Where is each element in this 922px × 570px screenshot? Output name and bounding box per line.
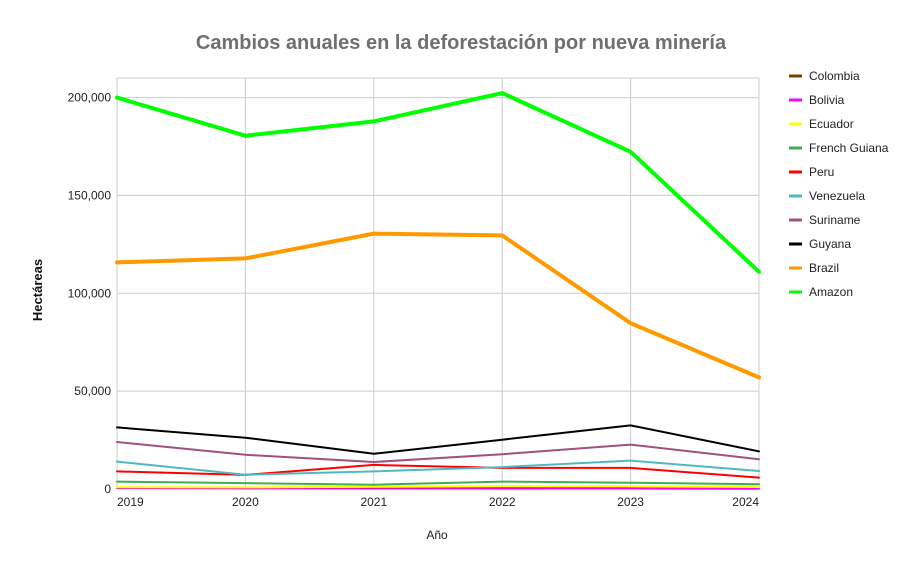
y-tick-label: 100,000	[68, 286, 112, 300]
legend-label: Peru	[809, 165, 834, 179]
series-line	[116, 480, 760, 486]
x-tick-label: 2021	[360, 495, 387, 509]
series-line	[116, 424, 760, 455]
legend-label: Colombia	[809, 69, 860, 83]
legend-label: French Guiana	[809, 141, 889, 155]
legend-label: Brazil	[809, 261, 839, 275]
x-axis-ticks: 2019 2020 2021 2022 2023 2024	[117, 495, 759, 509]
legend-label: Suriname	[809, 213, 861, 227]
series-line	[116, 459, 760, 476]
legend: Colombia Bolivia Ecuador French Guiana Peru…	[789, 69, 889, 299]
x-tick-label: 2020	[232, 495, 259, 509]
y-tick-label: 0	[104, 482, 111, 496]
series-line	[116, 463, 760, 479]
y-tick-label: 150,000	[68, 188, 112, 202]
x-tick-label: 2024	[732, 495, 759, 509]
y-axis-ticks: 0 50,000 100,000 150,000 200,000	[68, 91, 112, 496]
y-axis-label: Hectáreas	[30, 259, 45, 321]
x-tick-label: 2022	[489, 495, 516, 509]
legend-label: Venezuela	[809, 189, 865, 203]
legend-label: Amazon	[809, 285, 853, 299]
x-tick-label: 2023	[617, 495, 644, 509]
y-tick-label: 50,000	[74, 384, 111, 398]
legend-label: Ecuador	[809, 117, 854, 131]
x-axis-label: Año	[426, 528, 448, 542]
x-tick-label: 2019	[117, 495, 144, 509]
chart-title: Cambios anuales en la deforestación por …	[196, 32, 727, 54]
legend-label: Guyana	[809, 237, 851, 251]
series-line	[116, 485, 760, 489]
series-line	[115, 91, 761, 274]
series-line	[115, 231, 761, 380]
y-tick-label: 200,000	[68, 91, 112, 105]
series-line	[116, 441, 760, 463]
legend-label: Bolivia	[809, 93, 845, 107]
grid-lines	[116, 77, 760, 490]
series-lines	[115, 91, 761, 490]
